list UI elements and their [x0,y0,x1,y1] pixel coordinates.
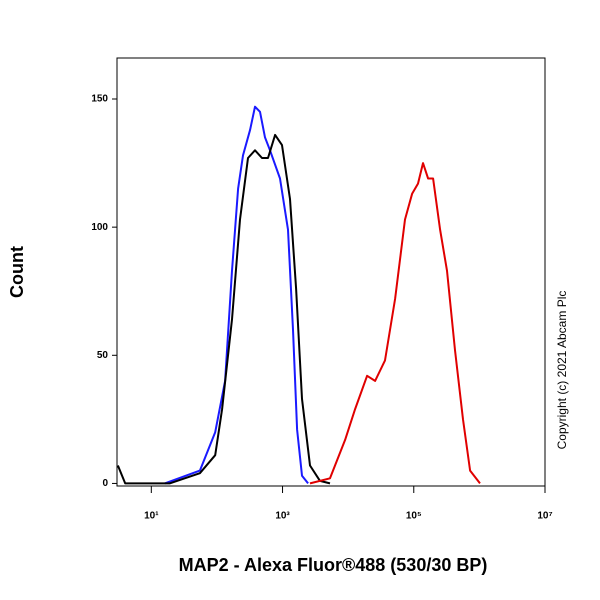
x-tick-label: 10¹ [144,511,159,522]
y-tick-label: 100 [91,222,108,233]
copyright: Copyright (c) 2021 Abcam Plc [555,291,569,450]
y-tick-label: 150 [91,94,108,105]
x-tick-label: 10⁵ [406,511,422,522]
x-tick-label: 10⁷ [537,511,552,522]
y-tick-label: 50 [97,350,109,361]
y-tick-label: 0 [102,478,108,489]
x-axis-title: MAP2 - Alexa Fluor®488 (530/30 BP) [179,555,488,575]
histogram-line [309,162,481,485]
histogram-line [116,133,331,485]
histogram-line [164,105,309,485]
y-axis-title: Count [7,246,27,298]
plot-frame [116,57,546,487]
x-tick-label: 10³ [275,511,290,522]
